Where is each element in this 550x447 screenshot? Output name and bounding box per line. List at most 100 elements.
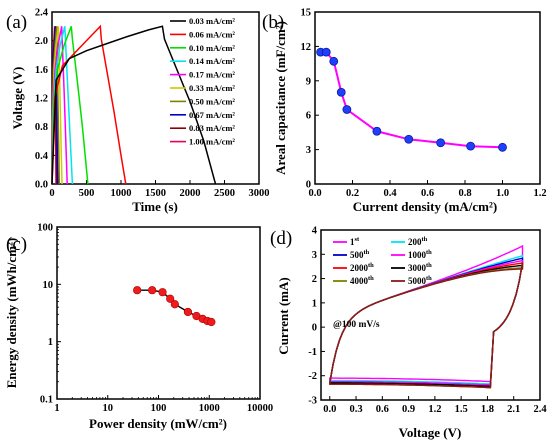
panel-d-xtick-label: 0.3 <box>349 404 362 415</box>
panel-c-point <box>148 286 157 295</box>
panel-b-series-line <box>320 51 503 149</box>
panel-a-xtick-label: 3000 <box>249 188 270 199</box>
panel-c-xtick-label: 10000 <box>247 403 273 414</box>
panel-c-frame <box>56 226 261 400</box>
panel-d-legend-label: 500th <box>350 249 370 260</box>
panel-a-ytick-label: 0.4 <box>35 151 49 162</box>
panel-b-point <box>372 126 382 136</box>
panel-d-series <box>329 244 524 389</box>
panel-c-ylabel: Energy density (mWh/cm²) <box>4 238 19 389</box>
panel-a-ylabel: Voltage (V) <box>10 67 25 130</box>
panel-b-ytick-label: 9 <box>306 76 311 87</box>
panel-d-legend-label: 3000th <box>408 262 432 273</box>
panel-c-xlabel: Power density (mW/cm²) <box>89 416 227 431</box>
panel-d-legend-number: 1 <box>350 237 355 247</box>
panel-a-ytick-label: 2.0 <box>35 36 48 47</box>
panel-d-legend-label: 5000th <box>408 275 432 286</box>
panel-a-xtick-label: 2000 <box>180 188 201 199</box>
panel-a-ytick-label: 0.8 <box>35 122 48 133</box>
panel-b-frame <box>314 11 541 185</box>
panel-d-xtick-label: 0.9 <box>402 404 415 415</box>
panel-b-point <box>498 142 507 152</box>
panel-d-ytick-label: 2 <box>312 274 317 285</box>
panel-a-label: (a) <box>6 12 27 33</box>
panel-c-series <box>133 286 216 327</box>
panel-d-legend-suffix: th <box>426 275 432 282</box>
panel-d-legend-number: 5000 <box>408 276 427 286</box>
panel-d-legend-suffix: th <box>368 275 374 282</box>
panel-b-xtick-label: 1.2 <box>533 188 546 199</box>
panel-b-xlabel-text: Current density (mA/cm²) <box>353 199 497 214</box>
panel-c-xtick-label: 1000 <box>199 403 220 414</box>
panel-c-xtick-label: 10 <box>103 403 114 414</box>
panel-c-ytick-label: 100 <box>37 223 53 234</box>
panel-d-ytick-label: -1 <box>308 347 317 358</box>
panel-c-point <box>158 288 167 297</box>
panel-b-point <box>321 47 331 57</box>
panel-d-xlabel: Voltage (V) <box>399 425 462 440</box>
panel-c-ytick-label: 0.1 <box>40 395 53 406</box>
panel-b-point <box>404 134 414 144</box>
panel-d-xtick-label: 1.2 <box>428 404 441 415</box>
panel-a-xtick-label: 2500 <box>214 188 235 199</box>
panel-d-legend-label: 200th <box>408 236 428 247</box>
panel-c-ytick-label: 10 <box>43 280 54 291</box>
panel-d-legend-suffix: st <box>355 236 361 243</box>
panel-d-xtick-label: 0.6 <box>376 404 389 415</box>
panel-d-frame <box>320 229 541 401</box>
panel-b-xtick-label: 0.8 <box>458 188 471 199</box>
panel-c-point <box>133 286 142 295</box>
panel-c-xtick-label: 100 <box>151 403 167 414</box>
panel-c-xtick-label: 1 <box>54 403 59 414</box>
panel-d-xtick-label: 1.5 <box>455 404 468 415</box>
panel-d-label: (d) <box>270 228 292 249</box>
panel-d-legend-number: 500 <box>350 250 364 260</box>
panel-d-legend-number: 4000 <box>350 276 369 286</box>
panel-d-legend-number: 1000 <box>408 250 427 260</box>
panel-b-ytick-label: 15 <box>301 8 312 19</box>
panel-d-ytick-label: 0 <box>312 323 317 334</box>
panel-d-annotation: @100 mV/s <box>333 320 380 330</box>
panel-c-point <box>170 300 179 309</box>
panel-b-point <box>329 56 339 66</box>
panel-a-legend-label: 0.83 mA/cm² <box>189 123 235 133</box>
panel-a-xlabel: Time (s) <box>132 199 178 214</box>
panel-d: 0.0 0.3 0.6 0.9 1.2 1.5 1.8 2.1 2.4 -3 -2 -1 0 1 2 3 4 1… <box>270 226 547 441</box>
panel-a-xtick-label: 1500 <box>145 188 166 199</box>
panel-c-point <box>166 294 175 303</box>
panel-d-xtick-label: 0.0 <box>323 404 336 415</box>
panel-b-xlabel: Current density (mA/cm²) <box>353 199 497 214</box>
panel-a-legend-label: 1.00 mA/cm² <box>189 137 235 147</box>
panel-d-legend-suffix: th <box>364 249 370 256</box>
panel-c-ytick-label: 1 <box>48 337 53 348</box>
panel-d-ylabel: Current (mA) <box>276 277 291 354</box>
panel-d-ytick-label: 3 <box>312 250 317 261</box>
panel-a-ticks: 0 500 1000 1500 2000 2500 3000 0.0 0.4 0.8 1.2 1.6 2… <box>35 8 270 200</box>
panel-d-series-loop <box>329 262 524 389</box>
panel-a-xtick-label: 0 <box>49 188 54 199</box>
panel-a-legend-label: 0.06 mA/cm² <box>189 29 235 39</box>
panel-a-legend-label: 0.03 mA/cm² <box>189 16 235 26</box>
panel-d-ytick-label: -3 <box>308 396 317 407</box>
panel-a-xtick-label: 1000 <box>111 188 132 199</box>
panel-a-ytick-label: 0.0 <box>35 180 48 191</box>
panel-d-legend-suffix: th <box>426 262 432 269</box>
panel-d-legend-label: 1000th <box>408 249 432 260</box>
panel-b-ytick-label: 12 <box>301 42 312 53</box>
panel-a-ytick-label: 1.6 <box>35 65 48 76</box>
panel-d-xtick-label: 1.8 <box>481 404 494 415</box>
panel-a-series-line <box>51 24 127 185</box>
panel-a-xtick-label: 500 <box>79 188 95 199</box>
panel-c-point <box>183 307 193 317</box>
panel-d-legend-label: 1st <box>350 236 360 247</box>
panel-b-ytick-label: 6 <box>306 111 311 122</box>
panel-d-legend-label: 2000th <box>350 262 374 273</box>
panel-b-ytick-label: 0 <box>306 180 311 191</box>
panel-b-label: (b) <box>262 12 284 33</box>
panel-a-legend-label: 0.14 mA/cm² <box>189 56 235 66</box>
panel-a-legend-label: 0.67 mA/cm² <box>189 110 235 120</box>
panel-b-point <box>336 87 346 97</box>
panel-b-xtick-label: 0.0 <box>308 188 321 199</box>
